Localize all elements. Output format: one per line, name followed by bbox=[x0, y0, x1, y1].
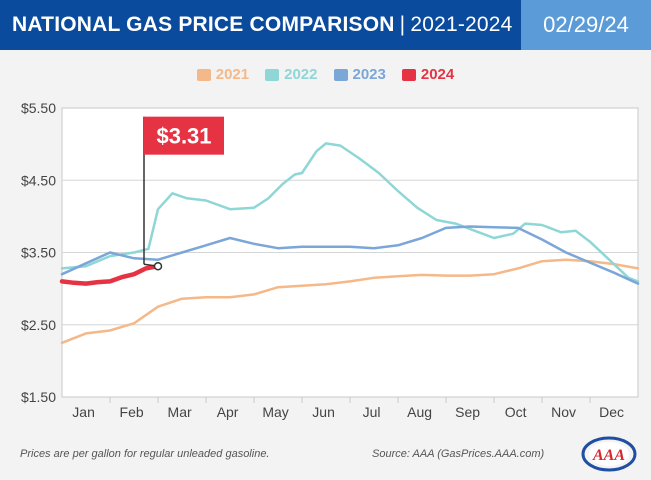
x-tick-label: Sep bbox=[455, 404, 480, 420]
x-tick-label: Mar bbox=[168, 404, 192, 420]
series-line-2021 bbox=[60, 258, 640, 345]
callout-marker bbox=[153, 261, 163, 271]
legend-label-2024: 2024 bbox=[420, 66, 455, 83]
x-tick-label: Nov bbox=[551, 404, 576, 420]
x-tick-label: Dec bbox=[599, 404, 624, 420]
series-line-2022 bbox=[60, 142, 640, 283]
legend-label-2023: 2023 bbox=[352, 66, 386, 83]
legend-swatch-2021 bbox=[196, 68, 211, 81]
y-tick-label: $2.50 bbox=[21, 317, 56, 333]
y-tick-label: $5.50 bbox=[21, 100, 56, 116]
legend-item-2022: 2022 bbox=[265, 66, 318, 83]
y-tick-label: $3.50 bbox=[21, 245, 56, 261]
y-tick-label: $4.50 bbox=[21, 172, 56, 188]
series-line-2024 bbox=[59, 263, 161, 286]
x-tick-label: Jul bbox=[363, 404, 381, 420]
footnote: Prices are per gallon for regular unlead… bbox=[20, 448, 270, 460]
callout-label: $3.31 bbox=[156, 124, 211, 149]
legend-item-2021: 2021 bbox=[196, 66, 250, 83]
header-bar: NATIONAL GAS PRICE COMPARISON | 2021-2024 … bbox=[0, 0, 651, 50]
x-tick-label: Jun bbox=[312, 404, 335, 420]
legend-item-2023: 2023 bbox=[333, 66, 386, 83]
legend-label-2021: 2021 bbox=[215, 66, 250, 83]
title-separator: | bbox=[399, 13, 406, 36]
x-tick-label: May bbox=[262, 404, 288, 420]
x-tick-label: Feb bbox=[120, 404, 144, 420]
x-tick-label: Aug bbox=[407, 404, 432, 420]
legend-swatch-2024 bbox=[401, 68, 416, 81]
title-text: NATIONAL GAS PRICE COMPARISON bbox=[12, 13, 395, 36]
logo-text: AAA bbox=[592, 447, 625, 464]
source-credit: Source: AAA (GasPrices.AAA.com) bbox=[372, 448, 545, 460]
x-tick-label: Jan bbox=[72, 404, 95, 420]
y-tick-label: $1.50 bbox=[21, 389, 56, 405]
x-tick-label: Oct bbox=[505, 404, 527, 420]
legend-label-2022: 2022 bbox=[284, 66, 318, 83]
date-badge: 02/29/24 bbox=[521, 0, 651, 50]
title-years: 2021-2024 bbox=[410, 13, 513, 36]
legend-item-2024: 2024 bbox=[401, 66, 455, 83]
aaa-logo: AAA bbox=[581, 436, 637, 472]
page-title: NATIONAL GAS PRICE COMPARISON | 2021-2024 bbox=[0, 0, 521, 50]
legend-swatch-2022 bbox=[265, 68, 280, 81]
legend-swatch-2023 bbox=[333, 68, 348, 81]
x-tick-label: Apr bbox=[217, 404, 239, 420]
chart-legend: 2021 2022 2023 2024 bbox=[0, 66, 651, 83]
series-line-2023 bbox=[60, 225, 640, 285]
callout-box bbox=[144, 116, 224, 155]
